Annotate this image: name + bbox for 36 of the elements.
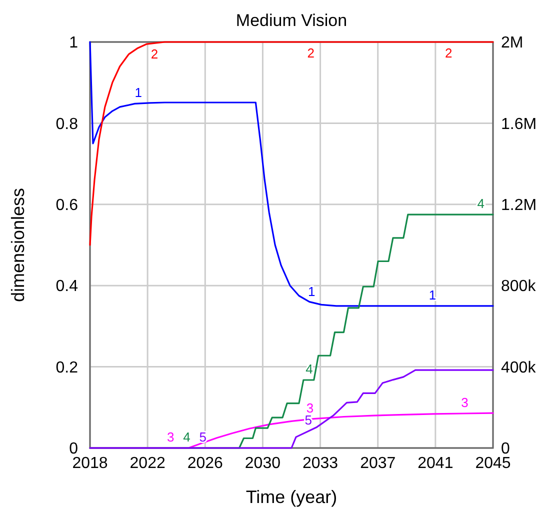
y2-tick-label: 400k [501,359,537,376]
text: 4 [183,430,190,445]
text: 1 [428,287,436,302]
y-tick-label: 1 [69,34,78,52]
x-tick-label: 2030 [244,455,281,472]
y2-tick-label: 1.2M [501,197,537,214]
text: 3 [461,395,468,410]
y2-tick-label: 800k [501,278,537,296]
x-tick-label: 2045 [475,455,511,472]
text: 2 [307,46,314,61]
y-axis-title: dimensionless [8,188,28,302]
x-tick-label: 2026 [187,455,224,472]
series-label: 2 [150,46,158,62]
text: 3 [166,430,174,445]
y-tick-label: 0.8 [56,116,78,133]
y2-tick-label: 0 [501,440,510,458]
y-tick-label: 0 [69,440,78,458]
x-tick-label: 2033 [302,455,338,472]
x-axis-title: Time (year) [246,487,338,507]
series-label: 4 [306,362,313,377]
x-tick-label: 2018 [72,455,108,472]
y2-tick-label: 1.6M [501,116,537,133]
series-label: 1 [308,284,316,299]
text: 4 [477,196,485,212]
series-label: 3 [306,400,314,416]
text: 1 [134,85,142,100]
chart-title: Medium Vision [236,11,348,30]
y-tick-label: 0.4 [56,278,78,296]
y-tick-label: 0.6 [56,197,78,214]
text: 5 [199,430,206,445]
y2-tick-label: 2M [501,34,524,52]
text: 2 [445,46,452,61]
x-tick-label: 2022 [130,455,166,472]
y-tick-label: 0.2 [56,359,78,376]
x-tick-label: 2041 [418,455,454,472]
x-tick-label: 2037 [360,455,396,472]
